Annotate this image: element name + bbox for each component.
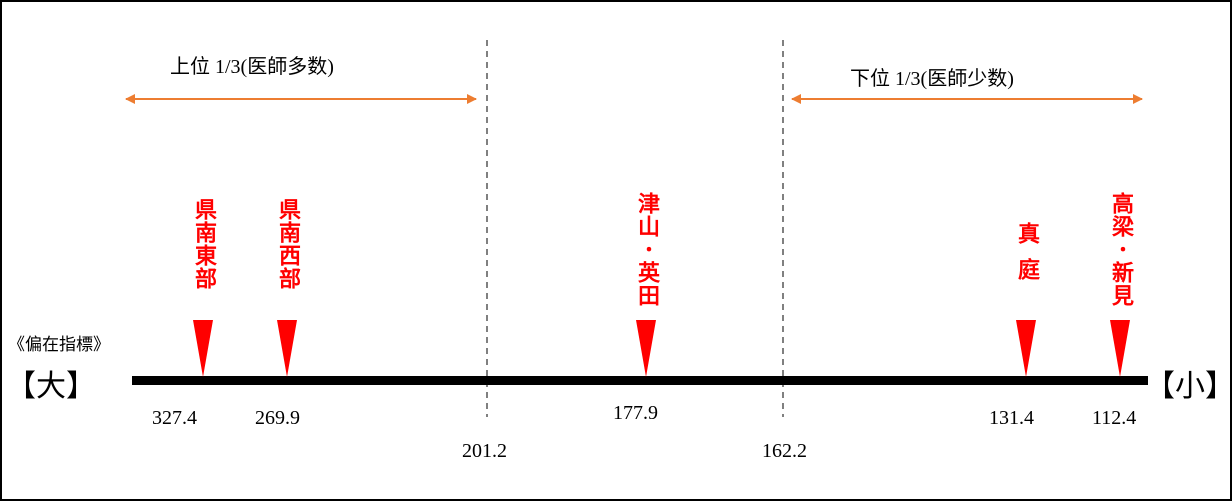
marker-maniwa	[1016, 320, 1036, 377]
region-value-kennan-tobu: 327.4	[152, 407, 197, 429]
axis-bar	[132, 376, 1148, 385]
region-value-takahashi-niimi: 112.4	[1092, 407, 1137, 429]
region-label-kennan-seibu: 県南西部	[275, 198, 300, 290]
lower-range-label: 下位 1/3(医師少数)	[850, 68, 1014, 90]
region-label-maniwa: 真庭	[1014, 222, 1039, 294]
region-value-maniwa: 131.4	[989, 407, 1034, 429]
marker-kennan-tobu	[193, 320, 213, 377]
marker-takahashi-niimi	[1110, 320, 1130, 377]
region-value-kennan-seibu: 269.9	[255, 407, 300, 429]
marker-kennan-seibu	[277, 320, 297, 377]
region-label-tsuyama-aida: 津山･英田	[634, 192, 659, 307]
axis-right-label: 【小】	[1145, 369, 1232, 404]
axis-left-label: 【大】	[6, 369, 96, 404]
upper-range-label: 上位 1/3(医師多数)	[170, 56, 334, 78]
region-label-kennan-tobu: 県南東部	[191, 198, 216, 290]
indicator-label: 《偏在指標》	[8, 335, 110, 355]
marker-tsuyama-aida	[636, 320, 656, 377]
region-label-takahashi-niimi: 高梁･新見	[1108, 192, 1133, 307]
threshold-value-upper: 201.2	[462, 440, 507, 462]
region-value-tsuyama-aida: 177.9	[613, 402, 658, 424]
threshold-value-lower: 162.2	[762, 440, 807, 462]
